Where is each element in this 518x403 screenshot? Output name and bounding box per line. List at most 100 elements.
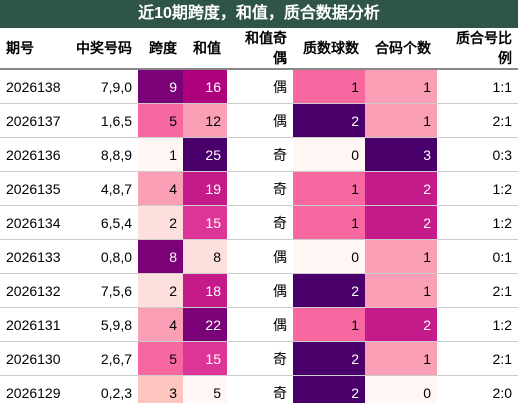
table-row: 2026136 8,8,9 1 25 奇 0 3 0:3 <box>0 137 518 172</box>
table-row: 2026134 6,5,4 2 15 奇 1 2 1:2 <box>0 205 518 240</box>
table-cell: 22 <box>183 307 227 342</box>
table-cell: 2 <box>293 375 365 403</box>
table-cell: 5 <box>138 103 183 138</box>
table-cell: 偶 <box>227 69 293 104</box>
table-cell: 奇 <box>227 375 293 403</box>
table-cell: 8,8,9 <box>68 137 138 172</box>
table-cell: 0:1 <box>437 239 518 274</box>
table-cell: 2,6,7 <box>68 341 138 376</box>
table-cell: 0,8,0 <box>68 239 138 274</box>
table-cell: 2026137 <box>0 103 68 138</box>
table-cell: 1 <box>365 341 437 376</box>
column-header: 和值奇偶 <box>227 28 293 70</box>
table-cell: 7,9,0 <box>68 69 138 104</box>
table-row: 2026131 5,9,8 4 22 偶 1 2 1:2 <box>0 307 518 342</box>
table-cell: 1 <box>293 69 365 104</box>
table-cell: 奇 <box>227 171 293 206</box>
table-cell: 0,2,3 <box>68 375 138 403</box>
table-cell: 0 <box>293 137 365 172</box>
table-cell: 1:2 <box>437 171 518 206</box>
table-cell: 1 <box>138 137 183 172</box>
table-row: 2026138 7,9,0 9 16 偶 1 1 1:1 <box>0 69 518 104</box>
table-cell: 25 <box>183 137 227 172</box>
table-cell: 1:2 <box>437 307 518 342</box>
table-cell: 1 <box>365 239 437 274</box>
table-cell: 15 <box>183 341 227 376</box>
table-cell: 偶 <box>227 103 293 138</box>
table-cell: 2:1 <box>437 341 518 376</box>
table-cell: 6,5,4 <box>68 205 138 240</box>
table-cell: 偶 <box>227 307 293 342</box>
table-cell: 5,9,8 <box>68 307 138 342</box>
table-cell: 1 <box>365 69 437 104</box>
table-cell: 3 <box>138 375 183 403</box>
table-cell: 奇 <box>227 205 293 240</box>
table-cell: 8 <box>138 239 183 274</box>
table-cell: 7,5,6 <box>68 273 138 308</box>
table-cell: 2 <box>138 205 183 240</box>
table-cell: 2:1 <box>437 273 518 308</box>
table-cell: 4 <box>138 171 183 206</box>
table-cell: 2 <box>293 341 365 376</box>
column-header: 和值 <box>183 28 227 70</box>
table-cell: 9 <box>138 69 183 104</box>
table-cell: 2 <box>365 205 437 240</box>
column-header: 期号 <box>0 28 68 70</box>
table-cell: 1:2 <box>437 205 518 240</box>
table-cell: 4 <box>138 307 183 342</box>
table-row: 2026132 7,5,6 2 18 偶 2 1 2:1 <box>0 273 518 308</box>
table-cell: 3 <box>365 137 437 172</box>
table-cell: 19 <box>183 171 227 206</box>
table-cell: 0 <box>365 375 437 403</box>
table-cell: 5 <box>183 375 227 403</box>
table-cell: 1 <box>293 171 365 206</box>
table-body: 2026138 7,9,0 9 16 偶 1 1 1:1 2026137 1,6,5 5 12 偶 2 1 2… <box>0 69 518 403</box>
table-cell: 1 <box>365 103 437 138</box>
table-cell: 奇 <box>227 341 293 376</box>
column-header: 质合号比例 <box>437 28 518 70</box>
table-cell: 2026134 <box>0 205 68 240</box>
table-row: 2026129 0,2,3 3 5 奇 2 0 2:0 <box>0 375 518 403</box>
table-cell: 2026132 <box>0 273 68 308</box>
table-cell: 5 <box>138 341 183 376</box>
table-cell: 2026131 <box>0 307 68 342</box>
table-cell: 8 <box>183 239 227 274</box>
table-cell: 16 <box>183 69 227 104</box>
table-cell: 偶 <box>227 239 293 274</box>
table-cell: 2 <box>293 273 365 308</box>
table-cell: 1 <box>293 205 365 240</box>
table-cell: 0 <box>293 239 365 274</box>
table-cell: 1:1 <box>437 69 518 104</box>
table-cell: 2 <box>365 171 437 206</box>
table-cell: 12 <box>183 103 227 138</box>
table-cell: 2026130 <box>0 341 68 376</box>
table-cell: 2026138 <box>0 69 68 104</box>
column-header: 合码个数 <box>365 28 437 70</box>
table-cell: 奇 <box>227 137 293 172</box>
table-cell: 1 <box>365 273 437 308</box>
table-cell: 15 <box>183 205 227 240</box>
table-cell: 18 <box>183 273 227 308</box>
table-cell: 偶 <box>227 273 293 308</box>
table-cell: 2 <box>138 273 183 308</box>
table-cell: 2026133 <box>0 239 68 274</box>
header-row: 期号 中奖号码 跨度 和值 和值奇偶 质数球数 合码个数 质合号比例 <box>0 28 518 70</box>
table-cell: 1,6,5 <box>68 103 138 138</box>
table-cell: 1 <box>293 307 365 342</box>
table-row: 2026137 1,6,5 5 12 偶 2 1 2:1 <box>0 103 518 138</box>
table-cell: 2026136 <box>0 137 68 172</box>
table-row: 2026135 4,8,7 4 19 奇 1 2 1:2 <box>0 171 518 206</box>
table-cell: 2 <box>293 103 365 138</box>
table-cell: 2026129 <box>0 375 68 403</box>
table-cell: 2:0 <box>437 375 518 403</box>
title: 近10期跨度，和值，质合数据分析 <box>0 0 518 28</box>
table-cell: 2 <box>365 307 437 342</box>
data-table: 期号 中奖号码 跨度 和值 和值奇偶 质数球数 合码个数 质合号比例 2026138 7,9,0… <box>0 28 518 403</box>
table-row: 2026130 2,6,7 5 15 奇 2 1 2:1 <box>0 341 518 376</box>
column-header: 跨度 <box>138 28 183 70</box>
column-header: 中奖号码 <box>68 28 138 70</box>
table-cell: 0:3 <box>437 137 518 172</box>
column-header: 质数球数 <box>293 28 365 70</box>
table-cell: 2:1 <box>437 103 518 138</box>
